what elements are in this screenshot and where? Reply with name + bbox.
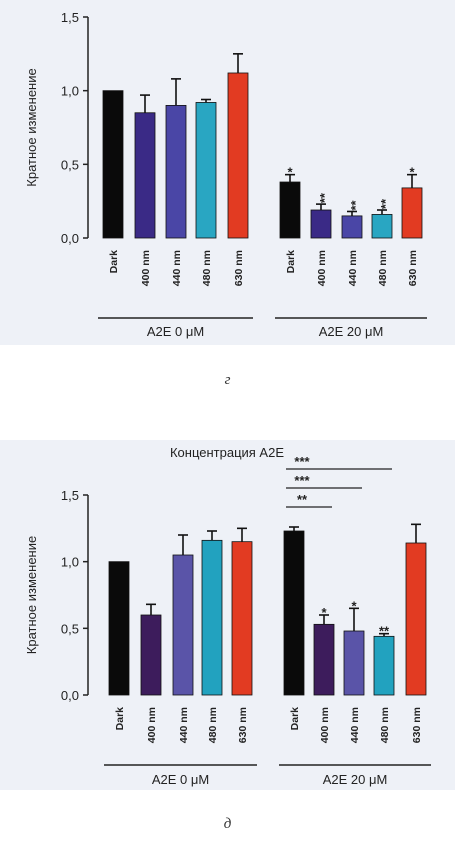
chart-g-y-tick-label: 1,5 xyxy=(61,10,79,25)
chart-d-bar xyxy=(373,635,395,696)
chart-g-x-tick-label: 480 nm xyxy=(377,250,389,286)
chart-g-bar xyxy=(165,105,187,239)
chart-g-x-tick-label: 400 nm xyxy=(140,250,152,286)
chart-g-significance-label: ** xyxy=(378,198,393,209)
chart-g-significance-label: * xyxy=(287,165,293,180)
chart-g-y-tick-label: 0,0 xyxy=(61,231,79,246)
chart-d-title: Концентрация A2E xyxy=(170,445,284,460)
chart-d-bar xyxy=(172,554,194,696)
chart-d-significance-label: ** xyxy=(379,624,390,639)
chart-g-x-tick-label: 630 nm xyxy=(233,250,245,286)
chart-g-bar xyxy=(102,90,124,239)
chart-d-x-tick-label: 440 nm xyxy=(349,707,361,743)
chart-d-group-label: A2E 20 μM xyxy=(323,772,388,787)
chart-g-y-axis-label: Кратное изменение xyxy=(24,68,39,186)
chart-d-group-label: A2E 0 μM xyxy=(152,772,209,787)
chart-d-bar xyxy=(283,530,305,696)
chart-g-group-label: A2E 20 μM xyxy=(319,324,384,339)
chart-d-x-tick-label: 630 nm xyxy=(237,707,249,743)
chart-d-bracket-label: *** xyxy=(294,473,310,488)
chart-d-bar xyxy=(405,542,427,696)
chart-d-x-tick-label: 440 nm xyxy=(178,707,190,743)
chart-g-bar xyxy=(401,187,423,239)
chart-d-bar xyxy=(108,561,130,696)
chart-g-x-tick-label: Dark xyxy=(108,250,120,274)
chart-d-x-tick-label: 480 nm xyxy=(207,707,219,743)
chart-g-bar xyxy=(227,72,249,239)
chart-g-bar xyxy=(134,112,156,239)
panel-letter-d: д xyxy=(223,816,232,832)
chart-d-bar xyxy=(313,623,335,696)
chart-d-y-tick-label: 1,0 xyxy=(61,555,79,570)
chart-g-group-label: A2E 0 μM xyxy=(147,324,204,339)
chart-g-x-tick-label: 480 nm xyxy=(201,250,213,286)
chart-g-significance-label: ** xyxy=(348,199,363,210)
chart-d-bracket-label: *** xyxy=(294,454,310,469)
panel-letter-g: г xyxy=(224,372,231,388)
chart-g-bar xyxy=(195,102,217,239)
chart-d-x-tick-label: Dark xyxy=(114,707,126,731)
chart-panel-g-background xyxy=(0,0,455,345)
chart-d-x-tick-label: 400 nm xyxy=(146,707,158,743)
chart-panel-d-background xyxy=(0,440,455,790)
chart-g-x-tick-label: 400 nm xyxy=(316,250,328,286)
chart-g-y-tick-label: 0,5 xyxy=(61,157,79,172)
chart-d-x-tick-label: 400 nm xyxy=(319,707,331,743)
chart-g-y-tick-label: 1,0 xyxy=(61,84,79,99)
chart-d-x-tick-label: 630 nm xyxy=(411,707,423,743)
chart-g-significance-label: * xyxy=(409,165,415,180)
chart-d-bar xyxy=(140,614,162,696)
chart-d-significance-label: * xyxy=(321,605,327,620)
chart-g-x-tick-label: Dark xyxy=(285,250,297,274)
chart-g-bar xyxy=(279,181,301,239)
chart-d-significance-label: * xyxy=(351,598,357,613)
chart-g-bar xyxy=(371,214,393,239)
chart-g-significance-label: ** xyxy=(317,192,332,203)
chart-d-x-tick-label: Dark xyxy=(289,707,301,731)
chart-g-bar xyxy=(310,209,332,239)
chart-d-bar xyxy=(231,541,253,696)
chart-g-x-tick-label: 630 nm xyxy=(407,250,419,286)
chart-d-x-tick-label: 480 nm xyxy=(379,707,391,743)
chart-d-y-tick-label: 0,0 xyxy=(61,688,79,703)
chart-g-x-tick-label: 440 nm xyxy=(347,250,359,286)
chart-d-bracket-label: ** xyxy=(297,492,308,507)
chart-g-x-tick-label: 440 nm xyxy=(171,250,183,286)
chart-d-bar xyxy=(201,539,223,696)
chart-d-y-tick-label: 0,5 xyxy=(61,621,79,636)
chart-g-bar xyxy=(341,215,363,239)
chart-d-y-axis-label: Кратное изменение xyxy=(24,536,39,654)
chart-d-bar xyxy=(343,630,365,696)
chart-d-y-tick-label: 1,5 xyxy=(61,488,79,503)
